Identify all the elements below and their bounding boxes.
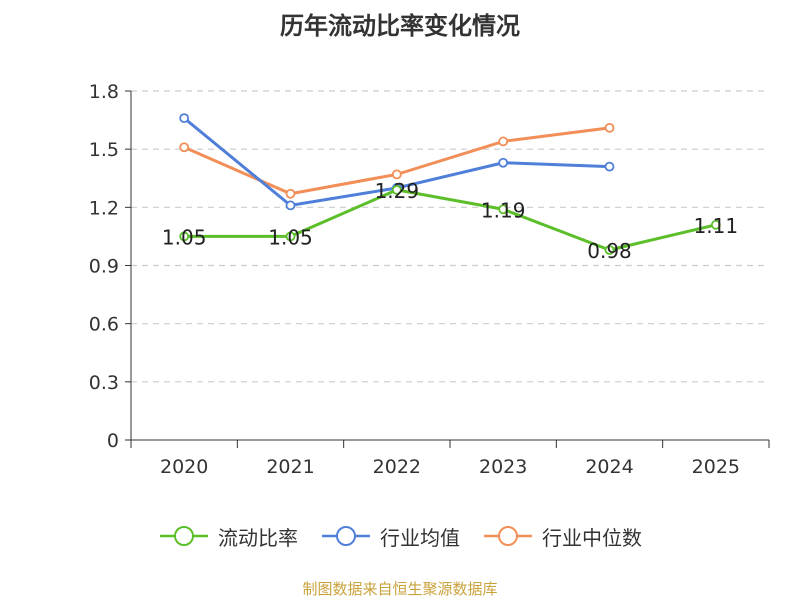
- y-tick-label: 0: [107, 430, 119, 452]
- x-tick-label: 2024: [585, 456, 633, 478]
- data-point: [710, 219, 721, 230]
- data-label: 1.29: [375, 179, 420, 203]
- data-point: [498, 157, 509, 168]
- source-note: 制图数据来自恒生聚源数据库: [302, 580, 498, 598]
- data-label: 1.11: [694, 214, 739, 238]
- y-tick-label: 1.2: [89, 197, 119, 219]
- data-point: [498, 136, 509, 147]
- x-tick-label: 2025: [692, 456, 740, 478]
- line-chart: 0 0.3 0.6 0.9 1.2 1.5 1.8 2020 2021 2022 2023 2024 2…: [89, 81, 770, 478]
- x-tick-label: 2021: [266, 456, 314, 478]
- data-point: [498, 204, 509, 215]
- legend-marker: [336, 526, 356, 546]
- data-label: 1.19: [481, 198, 526, 222]
- data-point: [604, 122, 615, 133]
- data-point: [391, 184, 402, 195]
- data-point: [285, 188, 296, 199]
- chart-title: 历年流动比率变化情况: [280, 12, 520, 40]
- legend-label: 行业均值: [380, 525, 460, 550]
- legend-label: 行业中位数: [542, 525, 642, 550]
- legend-label: 流动比率: [218, 525, 298, 550]
- data-label: 1.05: [268, 225, 313, 249]
- legend-item[interactable]: 流动比率: [158, 522, 298, 551]
- data-point: [391, 169, 402, 180]
- legend-item[interactable]: 行业中位数: [482, 522, 642, 551]
- data-point: [604, 245, 615, 255]
- y-tick-label: 0.3: [89, 372, 119, 394]
- y-tick-label: 0.6: [89, 314, 119, 336]
- data-point: [179, 142, 190, 153]
- x-tick-label: 2022: [373, 456, 421, 478]
- y-tick-label: 1.8: [89, 81, 119, 103]
- data-point: [604, 161, 615, 172]
- legend-swatch: [484, 526, 532, 546]
- legend-swatch: [160, 526, 208, 546]
- legend: 流动比率 行业均值 行业中位数: [0, 520, 800, 552]
- legend-marker: [498, 526, 518, 546]
- data-label: 0.98: [587, 239, 632, 263]
- data-point: [285, 200, 296, 211]
- legend-item[interactable]: 行业均值: [320, 522, 460, 551]
- legend-marker: [174, 526, 194, 546]
- data-point: [285, 231, 296, 242]
- y-tick-label: 1.5: [89, 139, 119, 161]
- series-line: [184, 188, 717, 252]
- data-label: 1.05: [162, 225, 207, 249]
- legend-swatch: [322, 526, 370, 546]
- y-tick-label: 0.9: [89, 256, 119, 278]
- data-point: [179, 231, 190, 242]
- x-tick-label: 2020: [160, 456, 208, 478]
- data-point: [179, 113, 190, 124]
- x-tick-label: 2023: [479, 456, 527, 478]
